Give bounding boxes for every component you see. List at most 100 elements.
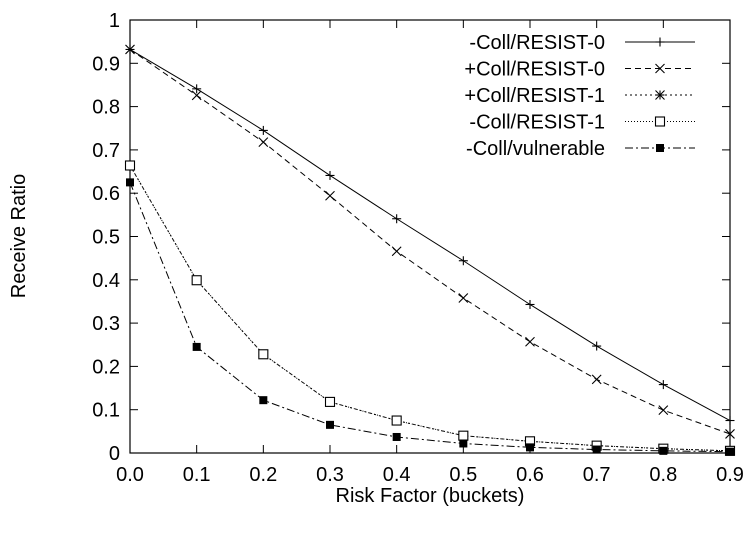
data-point-marker [725, 429, 735, 439]
y-tick-label: 0.7 [92, 140, 120, 162]
y-axis-label: Receive Ratio [8, 174, 30, 299]
x-tick-label: 0.6 [516, 464, 544, 486]
marker-square [324, 396, 336, 407]
series-line [129, 49, 731, 435]
data-point-marker [391, 415, 402, 426]
marker-stroke [658, 405, 669, 416]
marker-stroke [655, 90, 665, 100]
marker-square [126, 178, 134, 187]
marker-square [656, 144, 664, 152]
marker-stroke [258, 137, 269, 147]
y-tick-label: 1 [109, 10, 120, 32]
data-point-marker [592, 341, 602, 351]
marker-square [592, 445, 601, 454]
series--coll-resist-1 [125, 160, 735, 456]
data-point-marker [258, 349, 269, 360]
data-point-marker [658, 380, 668, 390]
data-point-marker [258, 137, 269, 147]
marker-stroke [391, 246, 402, 257]
marker-square [459, 439, 468, 448]
marker-square [654, 116, 666, 127]
series-line [129, 49, 731, 421]
marker-square [326, 420, 334, 429]
series--coll-resist-0 [125, 44, 735, 426]
data-point-marker [326, 420, 334, 429]
marker-stroke [525, 336, 535, 347]
marker-stroke [725, 429, 735, 439]
data-point-marker [191, 275, 202, 286]
marker-stroke [191, 90, 202, 101]
data-point-marker [192, 84, 202, 94]
data-point-marker [655, 90, 665, 100]
data-point-marker [525, 336, 535, 347]
data-point-marker [458, 430, 469, 441]
marker-stroke [458, 293, 469, 303]
data-point-marker [325, 170, 335, 180]
data-point-marker [191, 90, 202, 101]
x-tick-label: 0.9 [716, 464, 744, 486]
data-point-marker [324, 396, 336, 407]
data-point-marker [655, 63, 665, 74]
data-point-marker [259, 396, 268, 405]
marker-stroke [325, 190, 335, 201]
data-point-marker [458, 293, 469, 303]
legend-label: +Coll/RESIST-1 [464, 85, 605, 107]
data-point-marker [655, 37, 665, 47]
data-point-marker [258, 125, 268, 135]
data-point-marker [725, 416, 735, 426]
marker-square [124, 160, 136, 171]
legend-label: -Coll/RESIST-1 [469, 112, 605, 134]
data-point-marker [659, 446, 668, 455]
marker-stroke [655, 63, 665, 74]
data-point-marker [459, 439, 468, 448]
x-tick-label: 0.2 [249, 464, 277, 486]
series--coll-vulnerable [126, 178, 734, 456]
series-line [129, 182, 731, 453]
plot-frame [129, 19, 731, 454]
data-point-marker [458, 256, 468, 266]
y-tick-label: 0.9 [92, 53, 120, 75]
data-point-marker [325, 190, 335, 201]
y-tick-label: 0.1 [92, 400, 120, 422]
data-point-marker [658, 405, 669, 416]
data-point-marker [392, 432, 401, 441]
x-tick-label: 0.1 [183, 464, 211, 486]
marker-square [458, 430, 469, 441]
data-point-marker [392, 214, 402, 224]
y-tick-label: 0 [109, 443, 120, 465]
data-point-marker [656, 144, 664, 152]
axis-ticks: 0 0.1 0.2 0.3 0.4 0.5 0.6 0.7 0.8 0.9 1 0.0 0.1 0.2 0.… [92, 10, 744, 486]
legend-label: -Coll/vulnerable [466, 138, 605, 160]
data-point-marker [654, 116, 666, 127]
data-point-marker [525, 299, 535, 309]
y-tick-label: 0.2 [92, 356, 120, 378]
y-tick-label: 0.3 [92, 313, 120, 335]
marker-square [526, 443, 534, 452]
marker-square [259, 396, 268, 405]
series-line [129, 165, 731, 452]
x-tick-label: 0.5 [449, 464, 477, 486]
data-point-marker [192, 342, 201, 351]
x-tick-label: 0.0 [116, 464, 144, 486]
marker-square [258, 349, 269, 360]
data-point-marker [124, 160, 136, 171]
legend-label: +Coll/RESIST-0 [464, 59, 605, 81]
y-tick-label: 0.6 [92, 183, 120, 205]
marker-square [726, 447, 734, 456]
data-point-marker [126, 178, 134, 187]
x-tick-label: 0.7 [583, 464, 611, 486]
y-tick-label: 0.4 [92, 270, 120, 292]
series-layer [124, 44, 736, 456]
series-line [129, 165, 731, 452]
data-point-marker [526, 443, 534, 452]
data-point-marker [726, 447, 734, 456]
y-tick-label: 0.5 [92, 227, 120, 249]
marker-square [659, 446, 668, 455]
y-tick-label: 0.8 [92, 97, 120, 119]
series--coll-resist-1 [124, 160, 736, 456]
marker-square [191, 275, 202, 286]
x-tick-label: 0.4 [383, 464, 411, 486]
marker-square [192, 342, 201, 351]
legend-label: -Coll/RESIST-0 [469, 32, 605, 54]
